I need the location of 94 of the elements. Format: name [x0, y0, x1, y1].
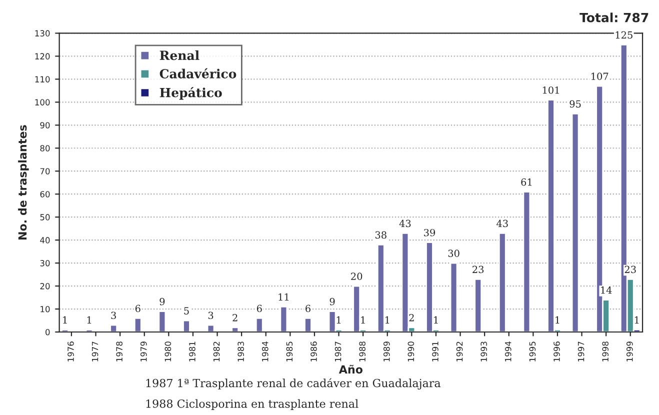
- bar: [255, 318, 264, 332]
- bar: [158, 310, 166, 332]
- bar: [450, 262, 458, 332]
- x-tick-label: 1996: [554, 342, 560, 362]
- text: 1988 Ciclosporina en trasplante renal: [146, 399, 358, 410]
- x-tick-label: 1986: [310, 342, 317, 362]
- data-label: 9: [330, 298, 335, 306]
- bar: [498, 232, 506, 332]
- data-label: 11: [278, 293, 288, 301]
- data-label: 1: [556, 316, 560, 324]
- data-label: 1: [63, 316, 67, 324]
- x-tick-label: 1993: [480, 342, 487, 362]
- y-tick-label: 120: [35, 53, 50, 60]
- data-label: 2: [232, 314, 238, 322]
- x-tick-label: 1998: [602, 342, 608, 362]
- data-label: 5: [184, 307, 189, 314]
- x-tick-label: 1978: [116, 342, 122, 362]
- bar: [522, 191, 531, 332]
- x-tick-label: 1981: [189, 342, 196, 362]
- y-tick-label: 70: [40, 168, 50, 174]
- x-axis-title: Año: [338, 364, 363, 374]
- bar: [134, 318, 142, 332]
- y-tick-label: 50: [40, 214, 50, 220]
- data-label: 3: [111, 312, 116, 320]
- text: 1987 1ª Trasplante renal de cadáver en Guadalajara: [146, 378, 441, 390]
- x-tick-label: 1994: [504, 341, 512, 362]
- bar: [182, 320, 190, 332]
- data-label: 125: [616, 31, 632, 39]
- y-tick-label: 90: [40, 122, 50, 128]
- data-label: 43: [399, 220, 411, 228]
- data-label: 107: [592, 72, 608, 80]
- x-tick-label: 1979: [140, 342, 147, 362]
- data-label: 39: [424, 228, 436, 236]
- y-tick-label: 0: [46, 328, 50, 336]
- x-tick-label: 1976: [68, 342, 74, 362]
- data-label: 3: [208, 312, 214, 320]
- data-label: 6: [306, 304, 310, 312]
- data-label: 14: [601, 286, 612, 294]
- x-tick-label: 1990: [408, 342, 414, 362]
- y-tick-label: 110: [35, 76, 50, 82]
- y-tick-label: 10: [40, 306, 50, 312]
- data-label: 61: [521, 178, 532, 186]
- y-tick-label: 30: [40, 260, 50, 266]
- bar: [474, 278, 482, 332]
- data-label: 6: [256, 304, 262, 312]
- data-label: 23: [472, 266, 484, 274]
- bar: [110, 324, 118, 332]
- y-tick-label: 40: [40, 237, 50, 244]
- bar: [61, 329, 69, 332]
- legend-label: Renal: [160, 50, 200, 60]
- x-tick-label: 1995: [529, 342, 536, 362]
- bar: [571, 112, 580, 332]
- x-tick-label: 1983: [238, 342, 244, 362]
- data-label: 101: [542, 86, 559, 94]
- data-label: 1: [434, 316, 438, 324]
- x-tick-label: 1982: [213, 342, 220, 362]
- x-tick-label: 1992: [456, 342, 463, 362]
- x-tick-label: 1989: [383, 342, 390, 362]
- legend-label: Hepático: [160, 87, 222, 100]
- data-label: 23: [624, 266, 636, 274]
- x-tick-label: 1987: [334, 342, 342, 362]
- data-label: 6: [135, 304, 140, 312]
- x-tick-label: 1999: [626, 342, 633, 362]
- y-tick-label: 80: [40, 145, 50, 152]
- bar: [304, 318, 312, 332]
- x-tick-label: 1984: [262, 341, 268, 362]
- data-label: 43: [496, 220, 508, 228]
- data-label: 1: [385, 316, 390, 324]
- legend-label: Cadavérico: [160, 68, 236, 78]
- x-tick-label: 1997: [578, 342, 584, 362]
- data-label: 38: [375, 231, 386, 239]
- data-label: 1: [87, 316, 91, 324]
- data-label: 30: [448, 250, 460, 257]
- text: Total: 787: [580, 12, 648, 22]
- y-axis-title: No. de trasplantes: [18, 125, 29, 240]
- data-label: 1: [361, 316, 365, 324]
- y-tick-label: 130: [35, 30, 50, 36]
- data-label: 20: [351, 272, 362, 280]
- x-tick-label: 1980: [164, 342, 172, 362]
- x-tick-label: 1988: [359, 342, 366, 362]
- x-tick-label: 1985: [286, 342, 293, 362]
- data-label: 1: [634, 316, 639, 324]
- data-label: 9: [160, 298, 165, 306]
- data-label: 1: [336, 316, 340, 324]
- y-tick-label: 20: [40, 283, 50, 290]
- bar: [206, 324, 215, 332]
- y-tick-label: 60: [40, 191, 50, 198]
- data-label: 95: [570, 100, 581, 108]
- y-tick-label: 100: [35, 99, 50, 106]
- bar: [280, 306, 288, 332]
- x-tick-label: 1977: [92, 342, 98, 362]
- x-tick-label: 1991: [432, 342, 438, 362]
- bar: [231, 326, 240, 332]
- data-label: 2: [409, 314, 414, 322]
